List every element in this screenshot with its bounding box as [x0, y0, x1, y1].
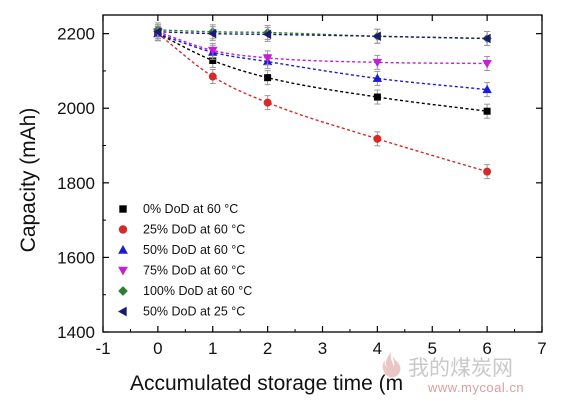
- legend-label: 0% DoD at 60 °C: [143, 202, 238, 216]
- fit-line-1: [157, 33, 488, 173]
- x-tick-label: 4: [373, 339, 382, 358]
- legend-label: 50% DoD at 60 °C: [143, 243, 245, 257]
- x-tick-label: 7: [537, 339, 546, 358]
- data-point: [483, 167, 492, 176]
- fit-lines: [157, 29, 488, 173]
- fit-line-2: [157, 32, 488, 91]
- legend: 0% DoD at 60 °C 25% DoD at 60 °C 50% DoD a…: [117, 202, 252, 319]
- legend-marker: [118, 266, 128, 276]
- legend-label: 100% DoD at 60 °C: [143, 284, 252, 298]
- legend-marker: [119, 205, 127, 213]
- data-point: [153, 27, 162, 37]
- x-tick-label: 0: [153, 339, 162, 358]
- y-axis-title: Capacity (mAh): [17, 108, 40, 253]
- y-tick-label: 1800: [57, 174, 95, 193]
- x-axis-title: Accumulated storage time (m: [130, 372, 403, 395]
- x-tick-label: -1: [95, 339, 110, 358]
- data-point: [372, 31, 381, 41]
- data-point: [208, 72, 217, 81]
- data-point: [207, 28, 217, 39]
- x-tick-label: 6: [482, 339, 491, 358]
- y-tick-label: 2200: [57, 25, 95, 44]
- fit-line-5: [157, 31, 488, 40]
- fit-line-4: [157, 29, 488, 40]
- data-point: [483, 107, 491, 115]
- y-tick-label: 1600: [57, 248, 95, 267]
- watermark-url: www.mycoal.cn: [428, 380, 525, 395]
- legend-marker: [117, 306, 127, 317]
- data-point: [482, 59, 492, 69]
- y-tick-label: 2000: [57, 99, 95, 118]
- x-tick-label: 5: [428, 339, 437, 358]
- legend-label: 75% DoD at 60 °C: [143, 264, 245, 278]
- watermark-logo: [382, 352, 401, 378]
- x-tick-label: 2: [263, 339, 272, 358]
- data-point: [372, 73, 383, 82]
- legend-marker: [118, 244, 128, 254]
- data-point: [482, 84, 492, 94]
- y-tick-label: 1400: [57, 323, 95, 342]
- data-point: [373, 134, 382, 143]
- data-point: [482, 33, 491, 44]
- data-point: [262, 54, 273, 63]
- axes: -1 0 1 2 3 4 5 6 7 1400 1600 1800 2000 2200: [57, 14, 547, 358]
- data-point: [263, 98, 272, 107]
- legend-label: 50% DoD at 25 °C: [143, 305, 245, 319]
- x-tick-label: 3: [318, 339, 327, 358]
- data-point: [262, 29, 272, 40]
- legend-marker: [118, 286, 128, 296]
- watermark-text: 我的煤炭网: [408, 356, 513, 380]
- legend-label: 25% DoD at 60 °C: [143, 223, 245, 237]
- data-point: [372, 58, 383, 68]
- x-tick-label: 1: [208, 339, 217, 358]
- data-markers: [153, 22, 492, 180]
- data-point: [264, 74, 272, 82]
- data-point: [373, 93, 381, 101]
- data-point: [208, 46, 218, 56]
- legend-marker: [118, 225, 128, 234]
